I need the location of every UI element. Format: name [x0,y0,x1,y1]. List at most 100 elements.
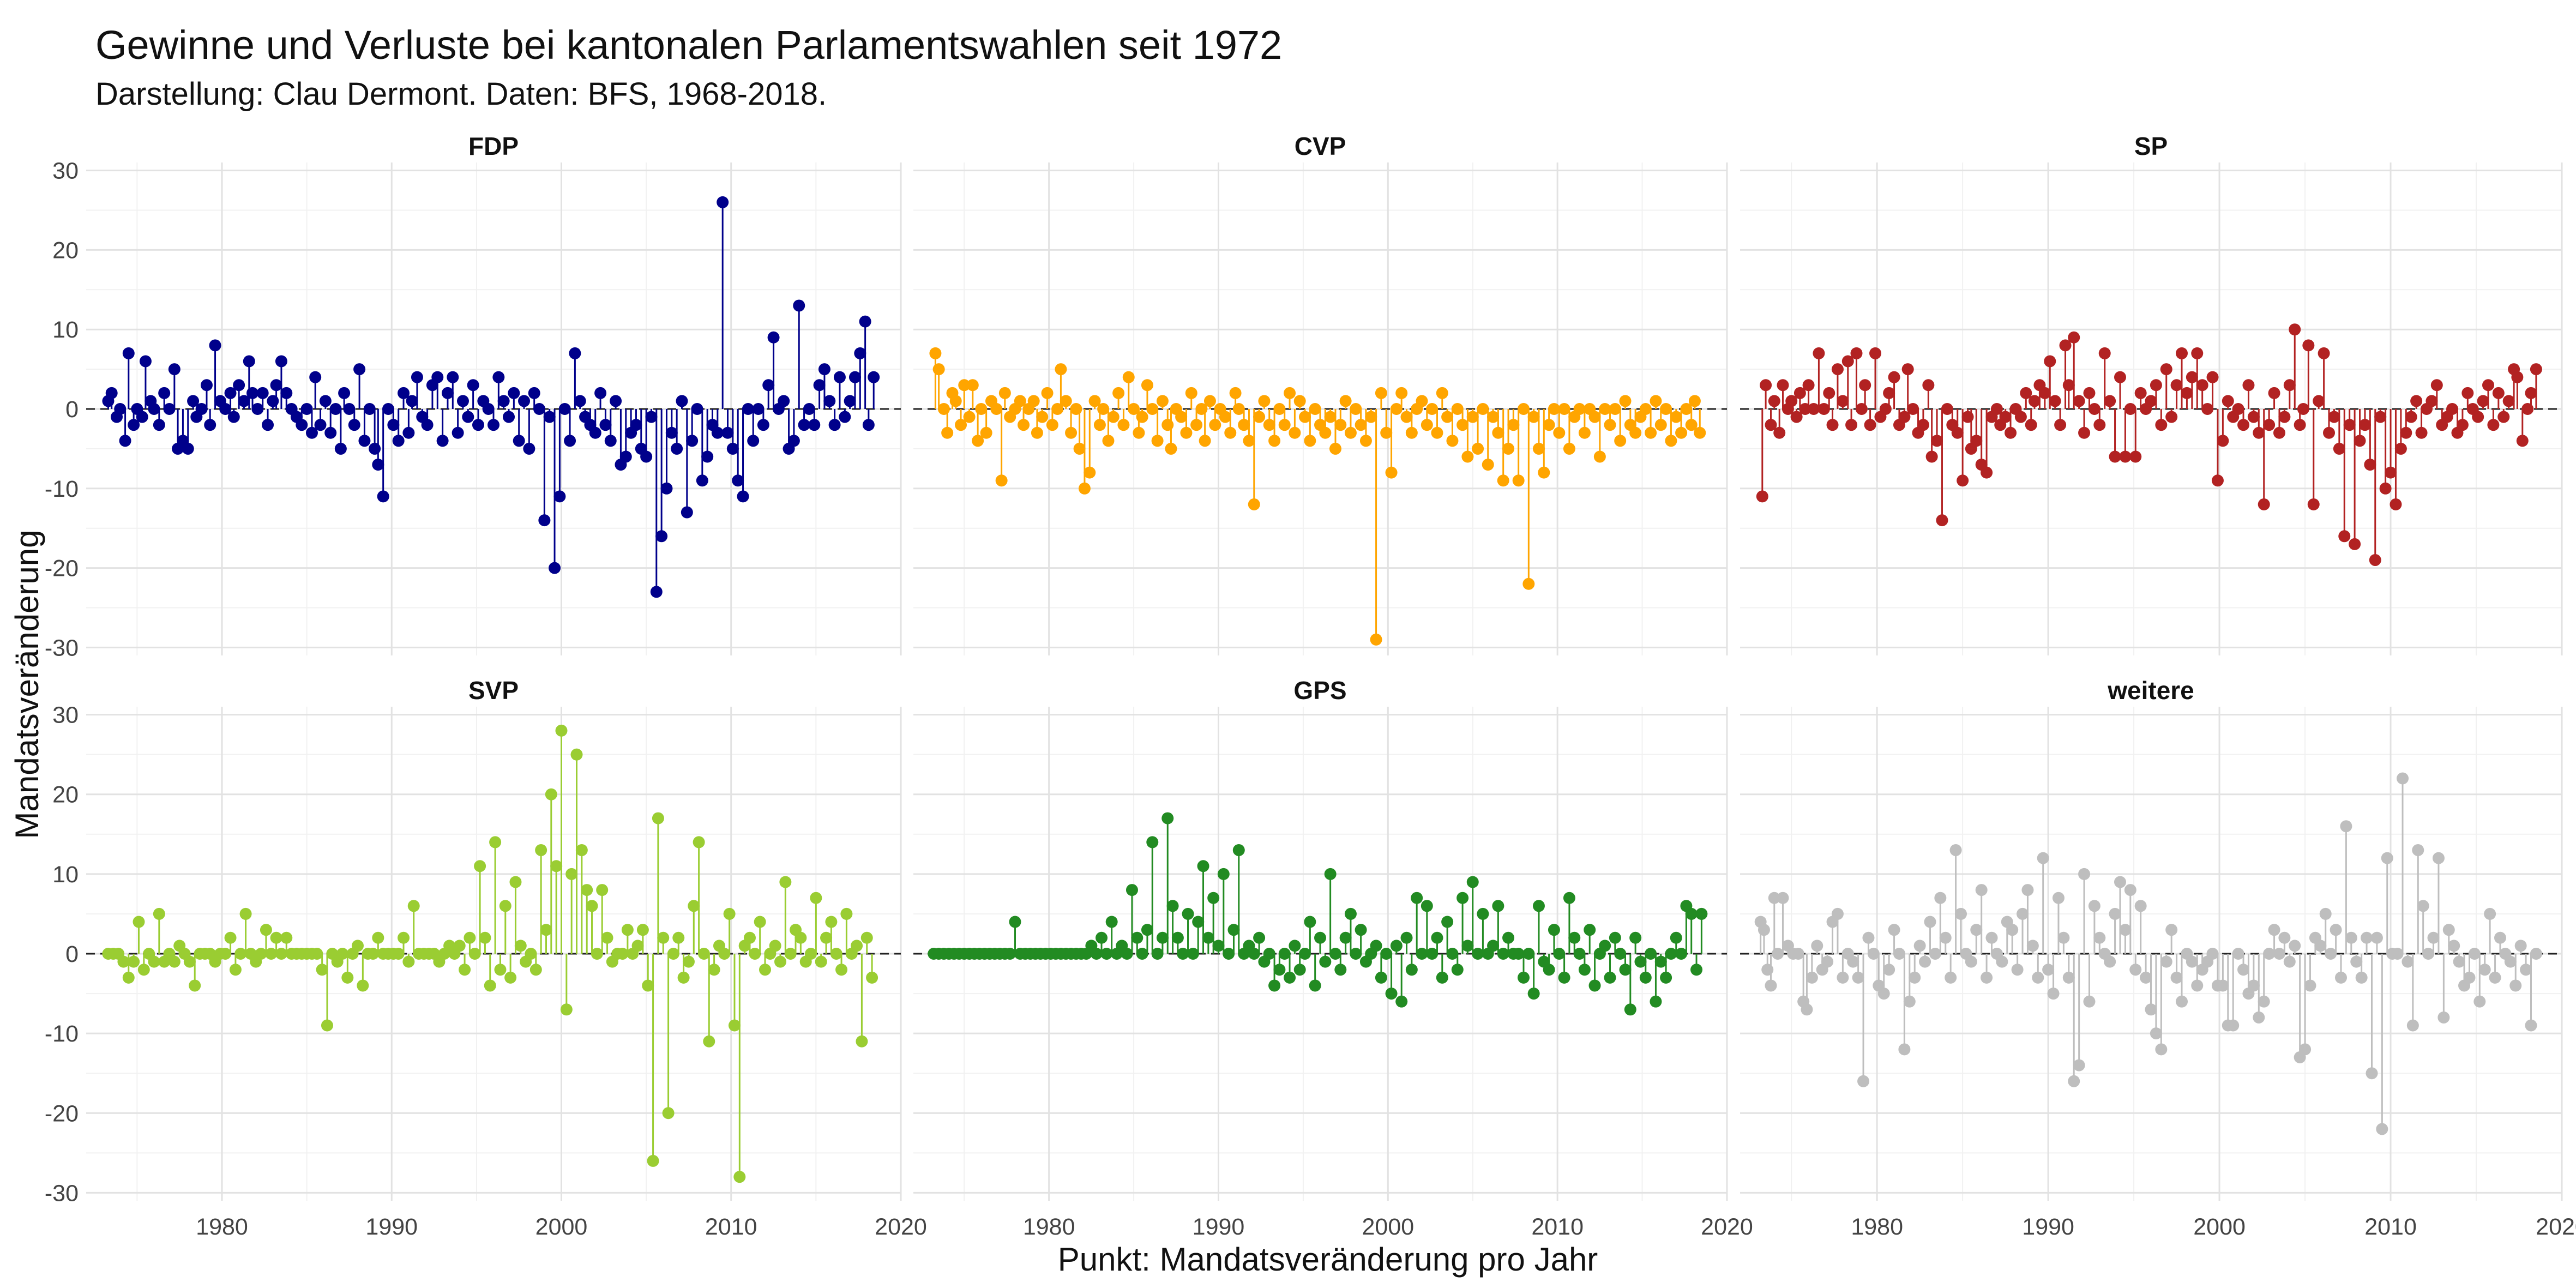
data-point [1847,955,1859,968]
data-point [2394,442,2407,455]
data-point [1790,411,1803,423]
data-point [472,419,484,431]
data-point [2415,426,2428,439]
data-point [153,419,165,431]
data-point [1813,347,1825,359]
data-point [1031,426,1043,439]
data-point [2314,940,2327,952]
data-point [1685,419,1698,431]
data-point [589,426,601,439]
data-point [686,435,699,447]
data-point [701,450,714,463]
data-point [195,403,208,415]
data-point [2093,419,2106,431]
data-point [2283,955,2296,968]
data-point [1614,435,1627,447]
data-point [2278,411,2291,423]
data-point [300,403,313,415]
data-point [1864,419,1876,431]
data-point [1461,940,1474,952]
data-point [779,876,792,888]
data-point [153,907,165,920]
data-point [1350,403,1362,415]
data-point [1151,948,1164,960]
data-point [610,395,622,407]
data-point [1421,900,1433,912]
data-point [538,514,551,527]
data-point [2017,907,2029,920]
data-point [2044,355,2056,368]
data-point [1126,884,1138,896]
data-point [509,876,522,888]
data-point [2253,1011,2265,1024]
data-point [1411,892,1423,904]
data-point [182,442,194,455]
data-point [2242,379,2255,392]
y-tick-label: 0 [65,941,79,967]
data-point [820,931,833,944]
data-point [523,442,535,455]
data-point [233,379,245,392]
data-point [1273,403,1286,415]
data-point [2299,1043,2312,1056]
data-point [528,387,540,399]
data-point [2289,940,2301,952]
data-point [949,395,962,407]
data-point [1232,844,1245,857]
data-point [137,964,150,976]
data-point [1772,948,1784,960]
data-point [693,836,705,848]
data-point [2430,379,2443,392]
data-point [1487,411,1500,423]
data-point [596,884,609,896]
data-point [2160,955,2172,968]
data-point [133,916,145,928]
data-point [569,347,581,359]
data-point [406,395,418,407]
data-point [1654,419,1667,431]
data-point [2160,363,2172,376]
data-point [972,435,984,447]
data-point [2222,395,2234,407]
data-point [1293,964,1306,976]
data-point [1248,948,1260,960]
data-point [1171,931,1184,944]
data-point [2343,419,2356,431]
data-point [560,1003,573,1016]
data-point [348,419,360,431]
data-point [2487,419,2500,431]
data-point [1390,403,1403,415]
data-point [2093,931,2106,944]
data-point [1175,411,1188,423]
x-tick-label: 1990 [2022,1214,2074,1240]
data-point [158,387,171,399]
data-point [1919,955,1931,968]
data-point [2124,884,2136,896]
data-point [1502,442,1515,455]
data-point [2345,931,2357,944]
data-point [1090,948,1103,960]
data-point [2268,924,2280,936]
data-point [1151,435,1164,447]
data-point [1451,403,1464,415]
data-point [2258,498,2270,510]
y-tick-label: 10 [52,862,79,888]
facet-label: CVP [1295,132,1346,160]
data-point [122,971,135,984]
data-point [187,395,200,407]
data-point [2412,844,2424,857]
data-point [503,411,515,423]
data-point [2504,955,2517,968]
data-point [647,1154,659,1167]
data-point [1639,971,1652,984]
data-point [1777,379,1789,392]
data-point [1339,931,1352,944]
facet-label: SP [2134,132,2168,160]
data-point [1009,916,1021,928]
data-point [122,347,135,359]
data-point [778,395,790,407]
data-point [1156,395,1169,407]
data-point [2376,1123,2388,1135]
data-point [2432,852,2445,864]
